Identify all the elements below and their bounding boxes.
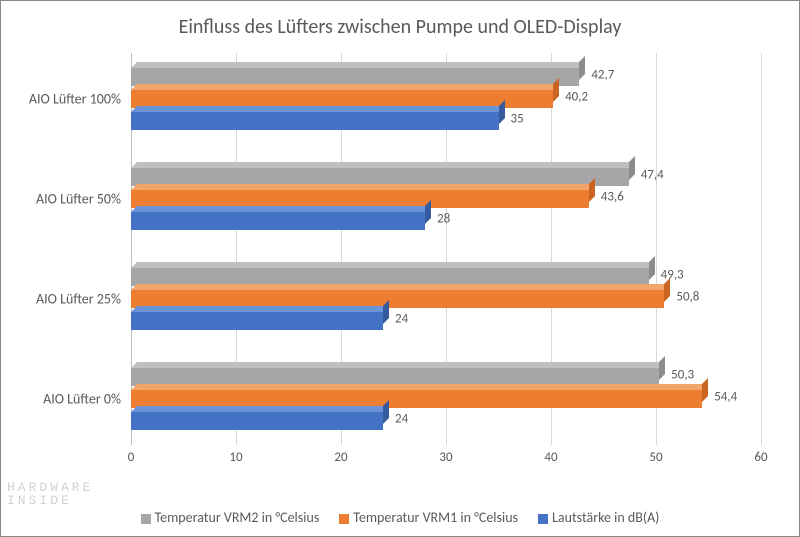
gridline	[761, 53, 762, 445]
bar-value-label: 50,8	[676, 290, 699, 305]
legend-item: Lautstärke in dB(A)	[538, 509, 659, 526]
bar	[131, 212, 425, 230]
x-tick-label: 20	[334, 450, 347, 465]
legend-swatch	[538, 514, 548, 524]
bar-side	[383, 300, 389, 324]
category-label: AIO Lüfter 25%	[11, 291, 121, 308]
bar-value-label: 24	[395, 412, 408, 427]
bar-side	[383, 400, 389, 424]
x-tick-label: 30	[439, 450, 452, 465]
x-tick-label: 60	[754, 450, 767, 465]
bar-value-label: 43,6	[601, 190, 624, 205]
bar-side	[579, 56, 585, 80]
watermark-line1: HARDWARE	[7, 481, 93, 495]
legend-item: Temperatur VRM1 in °Celsius	[339, 509, 518, 526]
bar-side	[702, 378, 708, 402]
bar-value-label: 40,2	[565, 90, 588, 105]
legend: Temperatur VRM2 in °Celsius Temperatur VR…	[1, 509, 799, 526]
legend-swatch	[339, 514, 349, 524]
bar-side	[553, 78, 559, 102]
bar	[131, 312, 383, 330]
bar-value-label: 47,4	[641, 168, 664, 183]
watermark-line2: INSIDE	[7, 494, 93, 508]
category-label: AIO Lüfter 0%	[11, 391, 121, 408]
bar-value-label: 50,3	[671, 368, 694, 383]
bar	[131, 412, 383, 430]
bar-value-label: 49,3	[661, 268, 684, 283]
x-tick-label: 40	[544, 450, 557, 465]
bar-value-label: 54,4	[714, 390, 737, 405]
bar-side	[589, 178, 595, 202]
legend-label: Temperatur VRM1 in °Celsius	[353, 509, 518, 526]
x-tick-label: 0	[128, 450, 135, 465]
bar-value-label: 28	[437, 212, 450, 227]
bar-side	[659, 356, 665, 380]
bar-side	[425, 200, 431, 224]
bar-side	[649, 256, 655, 280]
x-tick-label: 10	[229, 450, 242, 465]
category-label: AIO Lüfter 50%	[11, 191, 121, 208]
legend-swatch	[141, 514, 151, 524]
bar-value-label: 24	[395, 312, 408, 327]
bar-side	[664, 278, 670, 302]
bar-value-label: 35	[511, 112, 524, 127]
x-tick-label: 50	[649, 450, 662, 465]
bar-value-label: 42,7	[591, 68, 614, 83]
category-label: AIO Lüfter 100%	[11, 91, 121, 108]
plot-area: 010203040506042,740,23547,443,62849,350,…	[131, 53, 761, 473]
watermark: HARDWARE INSIDE	[7, 481, 93, 508]
chart-container: Einfluss des Lüfters zwischen Pumpe und …	[0, 0, 800, 537]
chart-title: Einfluss des Lüfters zwischen Pumpe und …	[1, 1, 799, 47]
legend-label: Lautstärke in dB(A)	[552, 509, 659, 526]
bar-side	[629, 156, 635, 180]
legend-label: Temperatur VRM2 in °Celsius	[155, 509, 320, 526]
bar	[131, 112, 499, 130]
legend-item: Temperatur VRM2 in °Celsius	[141, 509, 320, 526]
